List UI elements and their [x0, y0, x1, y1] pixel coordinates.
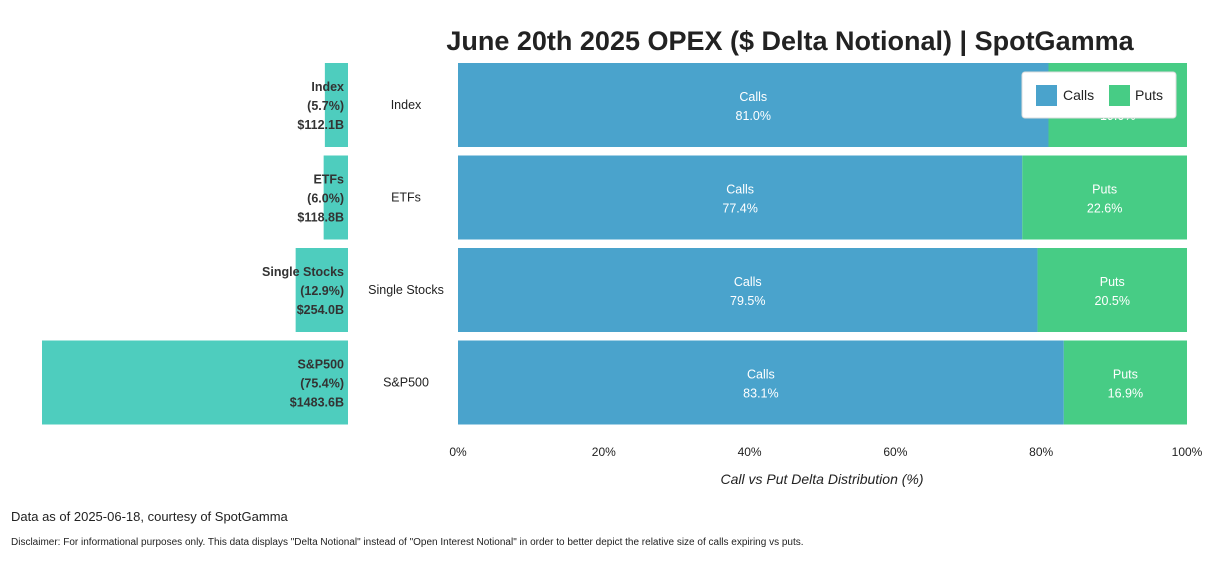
bar-series-label-puts-etfs: Puts: [1092, 183, 1117, 197]
bar-series-label-calls-sandp500: Calls: [747, 368, 775, 382]
notional-share-panel: Index (5.7%) $112.1B ETFs (6.0%) $118.8B Singl…: [42, 63, 348, 425]
chart-title: June 20th 2025 OPEX ($ Delta Notional) |…: [446, 26, 1134, 56]
share-notional-label-sandp500: $1483.6B: [290, 396, 344, 410]
bar-puts-etfs: [1022, 155, 1187, 240]
share-percent-label-index: (5.7%): [307, 99, 344, 113]
x-tick-label-60: 60%: [883, 445, 907, 459]
bar-series-label-puts-single-stocks: Puts: [1100, 275, 1125, 289]
share-bar-single-stocks: [295, 248, 348, 332]
disclaimer-note: Disclaimer: For informational purposes o…: [11, 537, 804, 548]
x-tick-label-40: 40%: [738, 445, 762, 459]
share-percent-label-etfs: (6.0%): [307, 192, 344, 206]
share-notional-label-index: $112.1B: [297, 118, 344, 132]
bar-series-label-calls-index: Calls: [739, 90, 767, 104]
x-tick-label-100: 100%: [1172, 445, 1203, 459]
x-tick-label-80: 80%: [1029, 445, 1053, 459]
bar-value-label-calls-single-stocks: 79.5%: [730, 294, 765, 308]
bar-value-label-calls-index: 81.0%: [736, 109, 771, 123]
share-notional-label-etfs: $118.8B: [297, 211, 344, 225]
bar-calls-single-stocks: [458, 248, 1038, 332]
bar-series-label-calls-etfs: Calls: [726, 183, 754, 197]
bar-value-label-puts-sandp500: 16.9%: [1108, 387, 1143, 401]
bar-calls-etfs: [458, 155, 1023, 240]
bar-calls-sandp500: [458, 340, 1064, 425]
share-bar-sandp500: [42, 340, 348, 425]
chart: June 20th 2025 OPEX ($ Delta Notional) |…: [42, 26, 1203, 487]
share-percent-label-single-stocks: (12.9%): [300, 284, 344, 298]
x-tick-label-20: 20%: [592, 445, 616, 459]
bar-value-label-calls-etfs: 77.4%: [722, 202, 757, 216]
share-notional-label-single-stocks: $254.0B: [297, 303, 344, 317]
category-label-sandp500: S&P500: [383, 376, 429, 390]
stacked-bars: Calls81.0%Puts19.0%Calls77.4%Puts22.6%Ca…: [458, 63, 1187, 425]
share-name-label-etfs: ETFs: [313, 173, 344, 187]
legend-label-puts: Puts: [1135, 87, 1163, 103]
x-axis-label: Call vs Put Delta Distribution (%): [720, 471, 923, 487]
share-percent-label-sandp500: (75.4%): [300, 377, 344, 391]
legend-swatch-puts: [1109, 85, 1130, 106]
bar-series-label-calls-single-stocks: Calls: [734, 275, 762, 289]
bar-puts-single-stocks: [1037, 248, 1187, 332]
share-bar-etfs: [323, 155, 348, 240]
share-name-label-index: Index: [311, 80, 344, 94]
bar-series-label-puts-sandp500: Puts: [1113, 368, 1138, 382]
category-label-index: Index: [391, 98, 422, 112]
legend-box: [1021, 71, 1177, 119]
category-label-etfs: ETFs: [391, 191, 421, 205]
bar-value-label-calls-sandp500: 83.1%: [743, 387, 778, 401]
category-label-single-stocks: Single Stocks: [368, 283, 444, 297]
share-bar-index: [324, 63, 348, 147]
share-name-label-sandp500: S&P500: [297, 358, 344, 372]
x-tick-label-0: 0%: [449, 445, 467, 459]
x-axis-ticks: 0% 20% 40% 60% 80% 100%: [449, 445, 1202, 459]
data-source-note: Data as of 2025-06-18, courtesy of SpotG…: [11, 509, 288, 524]
legend: Calls Puts: [1021, 71, 1177, 119]
bar-value-label-puts-single-stocks: 20.5%: [1095, 294, 1130, 308]
bar-calls-index: [458, 63, 1049, 147]
legend-swatch-calls: [1036, 85, 1057, 106]
bar-puts-sandp500: [1063, 340, 1187, 425]
share-name-label-single-stocks: Single Stocks: [262, 265, 344, 279]
category-labels: Index ETFs Single Stocks S&P500: [368, 98, 444, 390]
legend-label-calls: Calls: [1063, 87, 1094, 103]
bar-value-label-puts-etfs: 22.6%: [1087, 202, 1122, 216]
